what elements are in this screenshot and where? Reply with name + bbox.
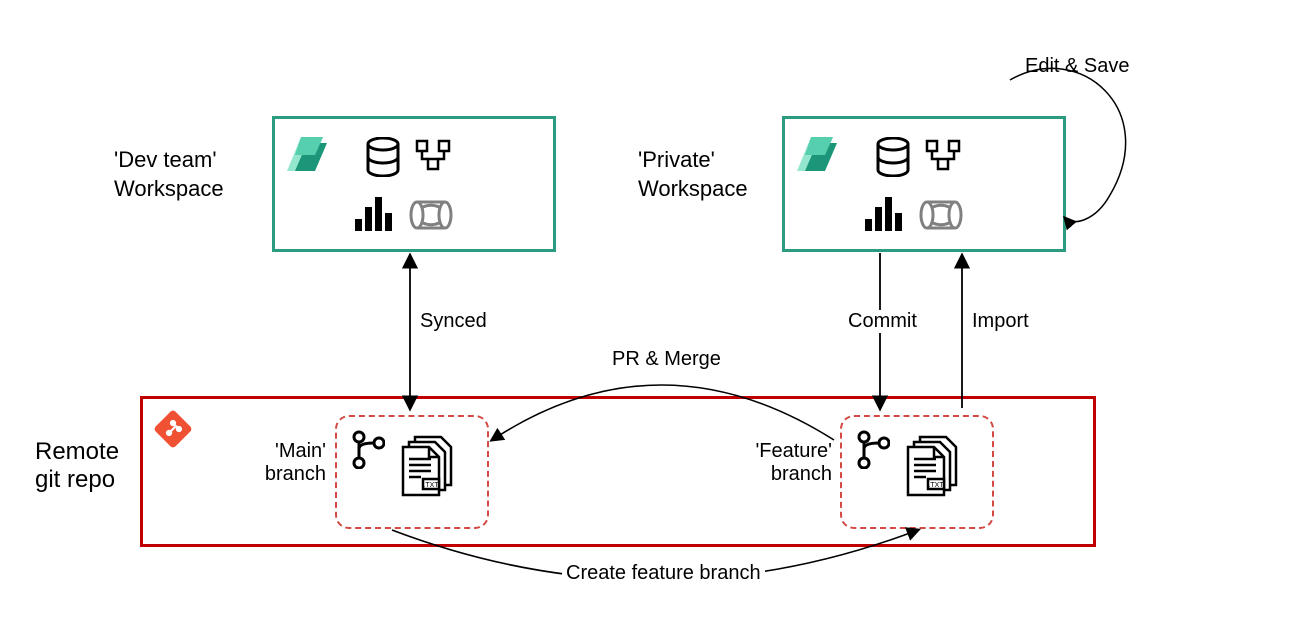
commit-label: Commit bbox=[846, 310, 919, 333]
synced-label: Synced bbox=[420, 310, 487, 333]
import-label: Import bbox=[972, 310, 1029, 333]
arrows-layer bbox=[0, 0, 1306, 629]
pr-merge-label: PR & Merge bbox=[612, 348, 721, 371]
create-branch-label: Create feature branch bbox=[562, 562, 765, 585]
pr-merge-arrow bbox=[492, 385, 834, 440]
